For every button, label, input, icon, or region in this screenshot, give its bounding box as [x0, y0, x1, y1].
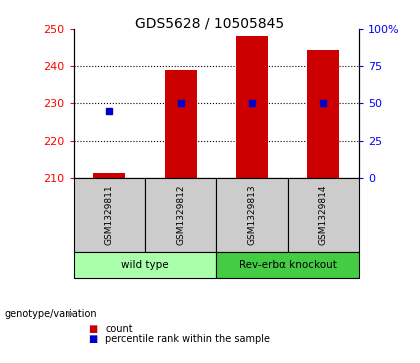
Text: ■: ■: [88, 334, 97, 344]
Text: GSM1329813: GSM1329813: [247, 185, 257, 245]
Bar: [236, 37, 268, 178]
Bar: [216, 178, 288, 252]
Text: GDS5628 / 10505845: GDS5628 / 10505845: [135, 16, 285, 30]
Bar: [74, 252, 216, 278]
Bar: [93, 174, 125, 178]
Text: GSM1329812: GSM1329812: [176, 185, 185, 245]
Bar: [74, 178, 145, 252]
Bar: [307, 49, 339, 178]
Bar: [165, 70, 197, 178]
Bar: [145, 178, 216, 252]
Text: Rev-erbα knockout: Rev-erbα knockout: [239, 260, 337, 270]
Bar: [216, 252, 359, 278]
Text: ■: ■: [88, 323, 97, 334]
Bar: [288, 178, 359, 252]
Text: genotype/variation: genotype/variation: [4, 309, 97, 319]
Text: percentile rank within the sample: percentile rank within the sample: [105, 334, 270, 344]
Text: GSM1329811: GSM1329811: [105, 185, 114, 245]
Text: GSM1329814: GSM1329814: [319, 185, 328, 245]
Text: count: count: [105, 323, 133, 334]
Text: wild type: wild type: [121, 260, 169, 270]
